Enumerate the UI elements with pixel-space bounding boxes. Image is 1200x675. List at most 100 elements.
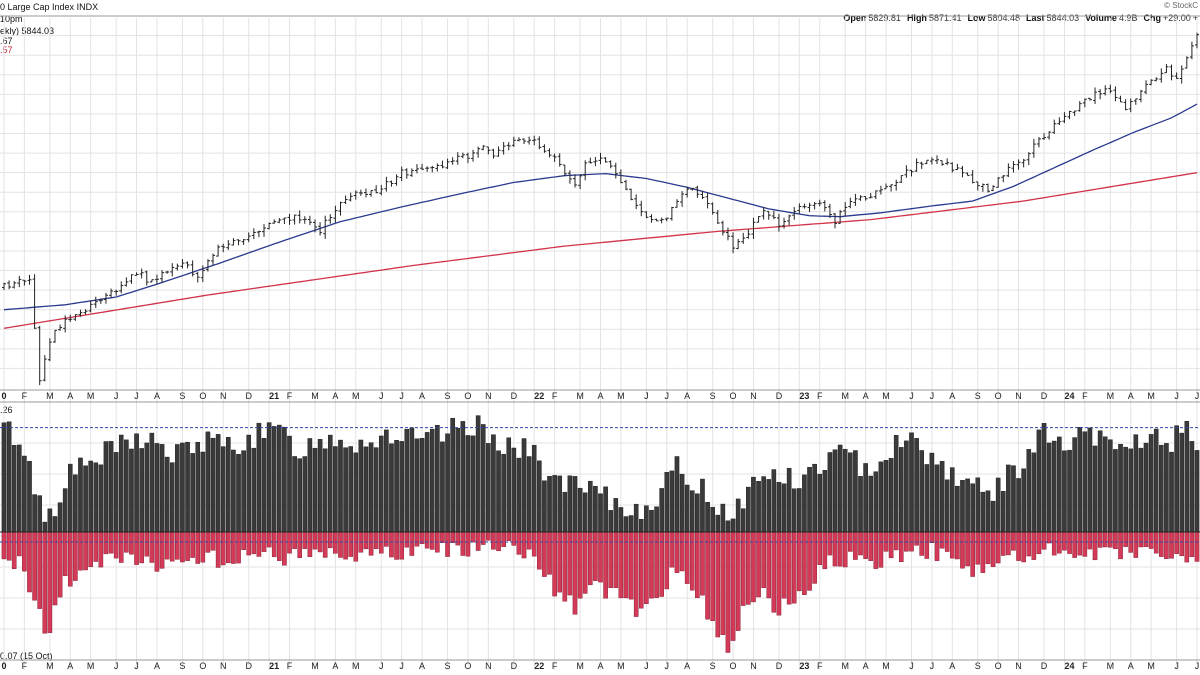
- ohlc-bar-186: [950, 162, 955, 173]
- upper-bar-150: [766, 479, 772, 533]
- ohlc-bar-38: [195, 272, 200, 283]
- ohlc-bar-124: [634, 194, 639, 210]
- x-tick-label-lower-35: D: [776, 661, 783, 671]
- ohlc-bar-220: [1123, 99, 1128, 111]
- x-tick-label-lower-6: J: [134, 661, 139, 671]
- lower-bar-84: [429, 531, 435, 550]
- lower-bar-187: [955, 531, 960, 560]
- ohlc-bar-169: [863, 196, 868, 201]
- ohlc-bar-118: [603, 157, 608, 163]
- ohlc-bar-83: [425, 166, 430, 172]
- lower-bar-189: [965, 531, 970, 567]
- x-tick-label-0: 0: [1, 391, 6, 401]
- x-tick-label-50: M: [1107, 391, 1115, 401]
- upper-bar-189: [965, 478, 970, 533]
- lower-bar-97: [496, 531, 501, 552]
- ohlc-bar-117: [598, 152, 603, 165]
- x-tick-label-49: F: [1082, 391, 1088, 401]
- lower-bar-120: [613, 531, 619, 588]
- lower-bar-200: [1021, 531, 1026, 563]
- x-tick-label-lower-23: D: [511, 661, 518, 671]
- upper-bar-64: [328, 434, 333, 533]
- upper-bar-132: [674, 456, 680, 533]
- x-tick-label-10: N: [220, 391, 227, 401]
- x-tick-label-lower-33: O: [730, 661, 737, 671]
- lower-bar-206: [1051, 531, 1057, 556]
- lower-bar-205: [1046, 531, 1052, 544]
- ohlc-bar-224: [1144, 80, 1149, 95]
- lower-bar-214: [1092, 531, 1098, 561]
- ohlc-bar-125: [639, 200, 644, 217]
- upper-bar-80: [409, 427, 415, 533]
- axes: 0 0 F F M M A A M M J J J J A A S S O O N N D D 21 21 F F M M A A M M J J J J…: [0, 15, 1200, 671]
- lower-bar-7: [37, 531, 42, 609]
- lower-bar-179: [914, 531, 919, 546]
- lower-bar-3: [17, 531, 22, 557]
- upper-bar-215: [1097, 430, 1103, 533]
- upper-bar-46: [236, 453, 241, 533]
- upper-bar-117: [598, 493, 603, 533]
- lower-bar-211: [1077, 531, 1083, 556]
- upper-bar-108: [552, 475, 557, 533]
- lower-bar-207: [1057, 531, 1062, 554]
- ohlc-bar-183: [934, 155, 939, 165]
- lower-bar-126: [644, 531, 649, 604]
- ohlc-bar-70: [358, 189, 363, 196]
- lower-bar-13: [67, 531, 73, 587]
- x-tick-label-lower-12: 21: [269, 661, 279, 671]
- x-tick-label-48: 24: [1064, 391, 1074, 401]
- lower-bar-99: [506, 531, 512, 541]
- upper-bar-56: [287, 435, 292, 533]
- upper-bar-100: [511, 447, 517, 533]
- ohlc-bar-167: [853, 193, 858, 206]
- lower-bar-47: [241, 531, 246, 550]
- lower-bar-30: [154, 531, 160, 572]
- lower-bar-14: [73, 531, 78, 581]
- upper-bar-182: [929, 452, 935, 533]
- ohlc-bar-196: [1001, 175, 1006, 183]
- x-tick-label-36: 23: [799, 391, 809, 401]
- lower-bar-145: [740, 531, 746, 606]
- x-tick-label-lower-48: 24: [1064, 661, 1074, 671]
- upper-bar-96: [491, 434, 496, 533]
- ohlc-bar-232: [1184, 56, 1189, 69]
- ohlc-key-0: Open: [843, 13, 867, 23]
- ohlc-bar-142: [725, 227, 730, 241]
- upper-bar-79: [404, 428, 410, 533]
- x-tick-label-44: S: [975, 391, 981, 401]
- ohlc-bar-166: [848, 197, 853, 209]
- upper-bar-171: [873, 471, 879, 533]
- lower-bar-52: [266, 531, 272, 548]
- lower-bar-167: [853, 531, 858, 560]
- upper-bar-33: [169, 462, 175, 533]
- ohlc-bar-37: [190, 260, 195, 277]
- ohlc-bar-23: [119, 281, 124, 294]
- upper-bar-10: [52, 516, 58, 533]
- x-tick-label-lower-3: A: [67, 661, 73, 671]
- ohlc-bar-121: [618, 169, 623, 184]
- upper-bar-62: [317, 439, 323, 533]
- lower-bar-233: [1189, 531, 1195, 558]
- ohlc-bar-222: [1133, 98, 1138, 105]
- lower-bar-226: [1153, 531, 1159, 554]
- lower-bar-73: [373, 531, 379, 549]
- lower-bar-107: [547, 531, 552, 575]
- upper-bar-31: [159, 444, 165, 533]
- x-tick-label-28: M: [617, 391, 625, 401]
- lower-bar-212: [1082, 531, 1088, 557]
- ohlc-value-4: 4.9B: [1118, 13, 1138, 23]
- ohlc-bar-8: [42, 355, 47, 382]
- lower-bar-165: [842, 531, 848, 568]
- upper-bar-116: [593, 485, 598, 533]
- upper-bar-207: [1057, 436, 1062, 533]
- ohlc-bar-26: [134, 272, 139, 276]
- upper-bar-197: [1006, 464, 1011, 533]
- upper-bar-200: [1021, 468, 1026, 533]
- lower-bar-170: [868, 531, 873, 561]
- lower-bar-208: [1062, 531, 1067, 551]
- ohlc-bar-94: [481, 145, 486, 151]
- lower-bar-54: [277, 531, 282, 561]
- ohlc-bar-97: [496, 146, 501, 157]
- ohlc-bar-217: [1108, 84, 1113, 94]
- lower-bar-180: [919, 531, 924, 556]
